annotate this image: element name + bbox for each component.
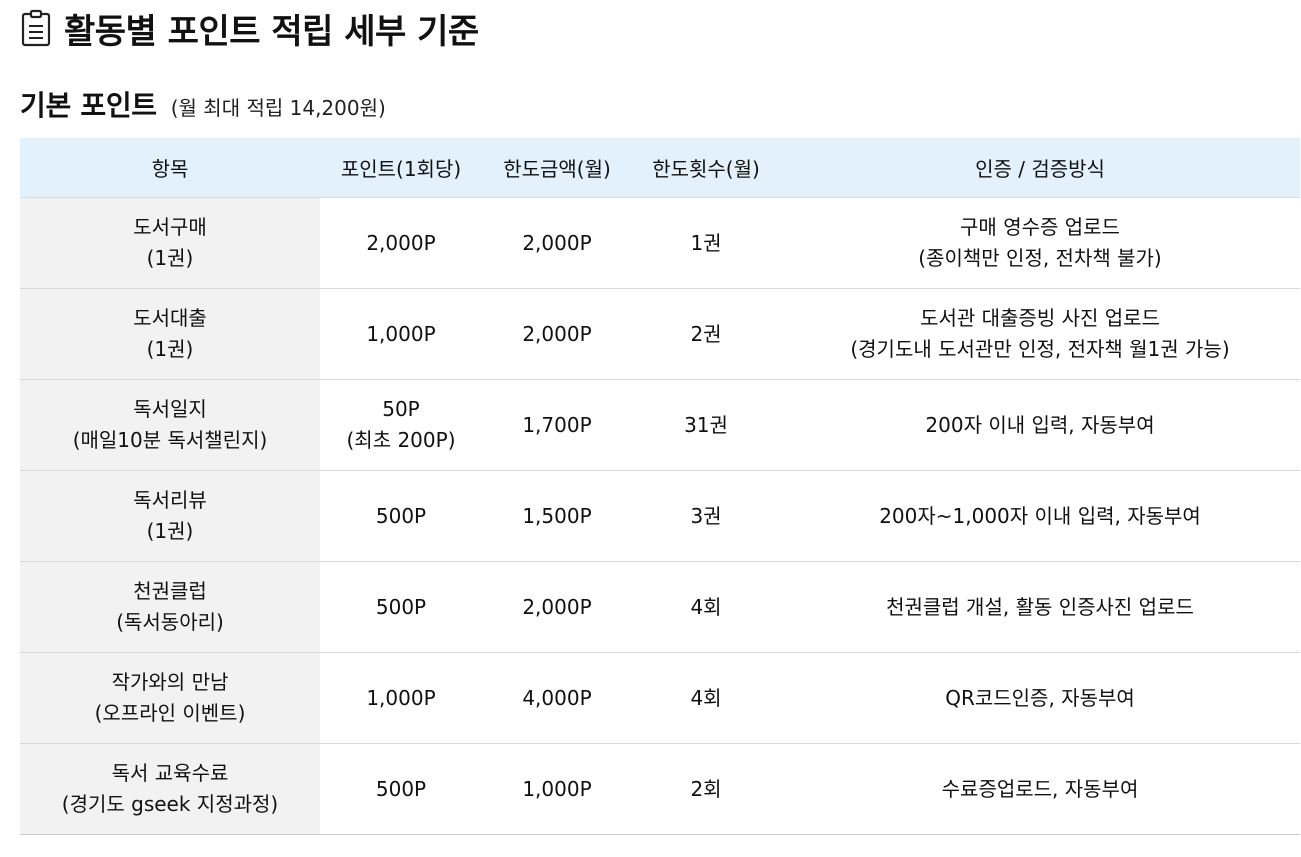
limit-count-cell: 2권 [632,288,780,380]
table-row: 작가와의 만남 (오프라인 이벤트) 1,000P 4,000P 4회 QR코드… [20,652,1300,744]
limit-count-cell: 3권 [632,470,780,562]
item-name: 독서리뷰 [133,488,207,512]
table-row: 천권클럽 (독서동아리) 500P 2,000P 4회 천권클럽 개설, 활동 … [20,561,1300,653]
points-note: (최초 200P) [346,428,456,452]
method-cell: 도서관 대출증빙 사진 업로드 (경기도내 도서관만 인정, 전자책 월1권 가… [780,288,1300,380]
limit-count-cell: 2회 [632,743,780,835]
points-value: 2,000P [366,230,436,255]
method-cell: 구매 영수증 업로드 (종이책만 인정, 전차책 불가) [780,197,1300,289]
method-note: (종이책만 인정, 전차책 불가) [918,246,1162,270]
points-value: 500P [375,503,427,528]
points-value: 500P [375,594,427,619]
limit-amount-cell: 2,000P [482,561,632,653]
method-cell: QR코드인증, 자동부여 [780,652,1300,744]
limit-amount-cell: 4,000P [482,652,632,744]
limit-amount-cell: 1,000P [482,743,632,835]
method-text: 수료증업로드, 자동부여 [941,776,1139,801]
method-text: 200자 이내 입력, 자동부여 [925,412,1155,437]
points-value: 1,000P [366,321,436,346]
item-cell: 독서일지 (매일10분 독서챌린지) [20,379,320,471]
table-header-row: 항목 포인트(1회당) 한도금액(월) 한도횟수(월) 인증 / 검증방식 [20,138,1300,198]
page-header: 활동별 포인트 적립 세부 기준 [20,4,479,52]
table-row: 도서구매 (1권) 2,000P 2,000P 1권 구매 영수증 업로드 (종… [20,197,1300,289]
method-text: QR코드인증, 자동부여 [945,685,1135,710]
item-cell: 도서대출 (1권) [20,288,320,380]
section-subtitle: (월 최대 적립 14,200원) [170,96,386,120]
section-heading: 기본 포인트 (월 최대 적립 14,200원) [20,84,386,124]
item-detail: (오프라인 이벤트) [94,701,246,725]
limit-count-cell: 1권 [632,197,780,289]
limit-amount-cell: 2,000P [482,288,632,380]
method-cell: 200자~1,000자 이내 입력, 자동부여 [780,470,1300,562]
item-name: 작가와의 만남 [111,670,229,694]
table-row: 도서대출 (1권) 1,000P 2,000P 2권 도서관 대출증빙 사진 업… [20,288,1300,380]
limit-amount-cell: 1,700P [482,379,632,471]
method-text: 도서관 대출증빙 사진 업로드 [920,306,1160,330]
item-name: 도서대출 [133,306,207,330]
method-text: 구매 영수증 업로드 [960,215,1120,239]
limit-amount-cell: 2,000P [482,197,632,289]
points-cell: 50P (최초 200P) [320,379,482,471]
column-header-limit-amount: 한도금액(월) [482,138,632,198]
table-row: 독서일지 (매일10분 독서챌린지) 50P (최초 200P) 1,700P … [20,379,1300,471]
limit-amount-cell: 1,500P [482,470,632,562]
points-cell: 500P [320,470,482,562]
item-cell: 작가와의 만남 (오프라인 이벤트) [20,652,320,744]
item-cell: 도서구매 (1권) [20,197,320,289]
points-value: 1,000P [366,685,436,710]
item-name: 독서일지 [133,397,207,421]
item-cell: 독서리뷰 (1권) [20,470,320,562]
item-detail: (1권) [146,519,194,543]
item-cell: 천권클럽 (독서동아리) [20,561,320,653]
limit-count-cell: 4회 [632,561,780,653]
method-note: (경기도내 도서관만 인정, 전자책 월1권 가능) [850,337,1230,361]
points-cell: 1,000P [320,288,482,380]
points-cell: 2,000P [320,197,482,289]
points-cell: 500P [320,743,482,835]
item-cell: 독서 교육수료 (경기도 gseek 지정과정) [20,743,320,835]
limit-count-cell: 31권 [632,379,780,471]
column-header-points: 포인트(1회당) [320,138,482,198]
column-header-limit-count: 한도횟수(월) [632,138,780,198]
item-name: 천권클럽 [133,579,207,603]
item-detail: (독서동아리) [116,610,224,634]
method-cell: 200자 이내 입력, 자동부여 [780,379,1300,471]
method-text: 200자~1,000자 이내 입력, 자동부여 [879,503,1201,528]
table-row: 독서 교육수료 (경기도 gseek 지정과정) 500P 1,000P 2회 … [20,743,1300,835]
points-value: 50P [382,397,420,421]
item-detail: (매일10분 독서챌린지) [72,428,268,452]
method-cell: 수료증업로드, 자동부여 [780,743,1300,835]
column-header-item: 항목 [20,138,320,198]
points-value: 500P [375,776,427,801]
method-text: 천권클럽 개설, 활동 인증사진 업로드 [886,594,1194,619]
method-cell: 천권클럽 개설, 활동 인증사진 업로드 [780,561,1300,653]
item-name: 도서구매 [133,215,207,239]
table-row: 독서리뷰 (1권) 500P 1,500P 3권 200자~1,000자 이내 … [20,470,1300,562]
limit-count-cell: 4회 [632,652,780,744]
page-title: 활동별 포인트 적립 세부 기준 [64,11,479,52]
points-table: 항목 포인트(1회당) 한도금액(월) 한도횟수(월) 인증 / 검증방식 도서… [20,138,1300,835]
section-title: 기본 포인트 [20,89,157,122]
item-name: 독서 교육수료 [111,761,229,785]
points-cell: 1,000P [320,652,482,744]
column-header-method: 인증 / 검증방식 [780,138,1300,198]
points-cell: 500P [320,561,482,653]
item-detail: (1권) [146,246,194,270]
item-detail: (1권) [146,337,194,361]
item-detail: (경기도 gseek 지정과정) [61,792,279,816]
document-list-icon [20,8,52,48]
